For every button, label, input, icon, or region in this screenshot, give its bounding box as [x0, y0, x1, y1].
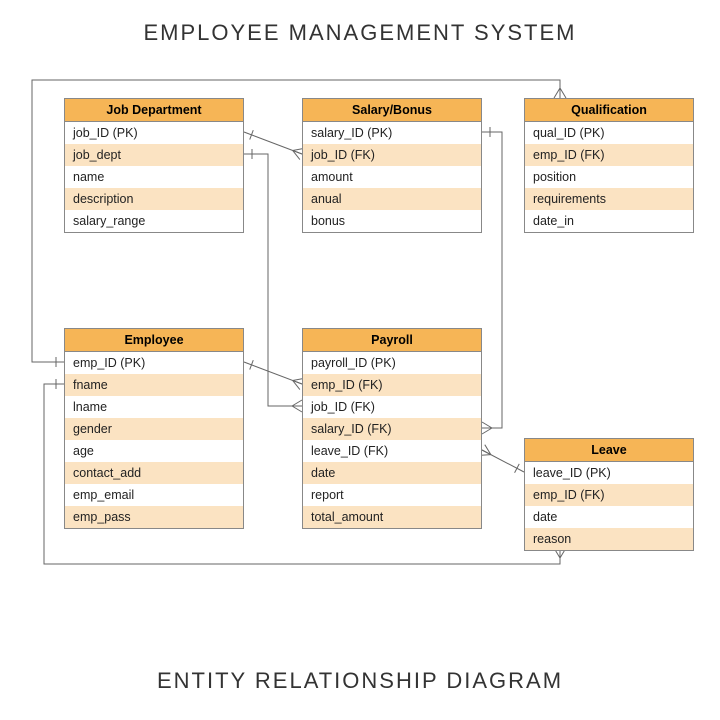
attribute-row: date	[303, 462, 481, 484]
diagram-canvas: Job Departmentjob_ID (PK)job_deptnamedes…	[0, 0, 720, 720]
attribute-row: gender	[65, 418, 243, 440]
attribute-row: position	[525, 166, 693, 188]
attribute-row: contact_add	[65, 462, 243, 484]
entity-leave: Leaveleave_ID (PK)emp_ID (FK)datereason	[524, 438, 694, 551]
attribute-row: reason	[525, 528, 693, 550]
attribute-row: name	[65, 166, 243, 188]
entity-header: Payroll	[303, 329, 481, 352]
attribute-row: date	[525, 506, 693, 528]
attribute-row: emp_ID (FK)	[525, 484, 693, 506]
attribute-row: emp_ID (FK)	[303, 374, 481, 396]
attribute-row: fname	[65, 374, 243, 396]
entity-header: Job Department	[65, 99, 243, 122]
attribute-row: job_dept	[65, 144, 243, 166]
attribute-row: emp_email	[65, 484, 243, 506]
attribute-row: amount	[303, 166, 481, 188]
attribute-row: bonus	[303, 210, 481, 232]
entity-header: Employee	[65, 329, 243, 352]
entity-header: Leave	[525, 439, 693, 462]
attribute-row: leave_ID (FK)	[303, 440, 481, 462]
attribute-row: anual	[303, 188, 481, 210]
attribute-row: qual_ID (PK)	[525, 122, 693, 144]
attribute-row: report	[303, 484, 481, 506]
attribute-row: payroll_ID (PK)	[303, 352, 481, 374]
entity-qualification: Qualificationqual_ID (PK)emp_ID (FK)posi…	[524, 98, 694, 233]
attribute-row: job_ID (FK)	[303, 396, 481, 418]
attribute-row: emp_ID (FK)	[525, 144, 693, 166]
attribute-row: requirements	[525, 188, 693, 210]
attribute-row: emp_pass	[65, 506, 243, 528]
entity-header: Salary/Bonus	[303, 99, 481, 122]
entity-employee: Employeeemp_ID (PK)fnamelnamegenderageco…	[64, 328, 244, 529]
attribute-row: salary_range	[65, 210, 243, 232]
attribute-row: emp_ID (PK)	[65, 352, 243, 374]
attribute-row: age	[65, 440, 243, 462]
attribute-row: date_in	[525, 210, 693, 232]
entity-payroll: Payrollpayroll_ID (PK)emp_ID (FK)job_ID …	[302, 328, 482, 529]
attribute-row: salary_ID (FK)	[303, 418, 481, 440]
attribute-row: job_ID (FK)	[303, 144, 481, 166]
attribute-row: lname	[65, 396, 243, 418]
attribute-row: salary_ID (PK)	[303, 122, 481, 144]
entity-salary_bonus: Salary/Bonussalary_ID (PK)job_ID (FK)amo…	[302, 98, 482, 233]
attribute-row: total_amount	[303, 506, 481, 528]
attribute-row: leave_ID (PK)	[525, 462, 693, 484]
attribute-row: description	[65, 188, 243, 210]
entity-job_department: Job Departmentjob_ID (PK)job_deptnamedes…	[64, 98, 244, 233]
entity-header: Qualification	[525, 99, 693, 122]
attribute-row: job_ID (PK)	[65, 122, 243, 144]
